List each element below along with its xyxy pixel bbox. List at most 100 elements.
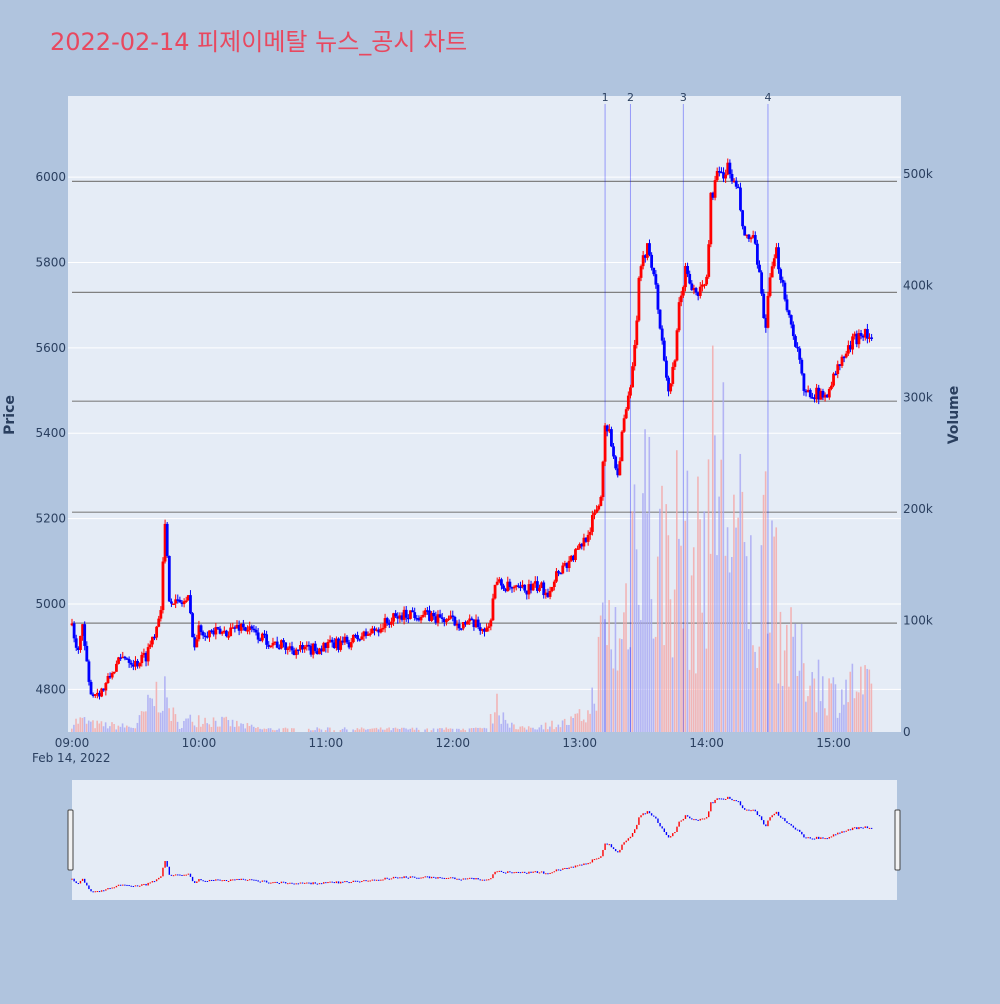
range-slider-candle: [276, 881, 278, 884]
range-slider-candle: [784, 818, 786, 822]
candle-body: [129, 662, 133, 665]
volume-bar: [181, 727, 183, 732]
candle-body: [294, 649, 298, 656]
candle-body: [140, 654, 144, 664]
candle-body: [165, 523, 169, 556]
range-slider-candle: [280, 881, 283, 884]
candle-body: [595, 509, 599, 513]
range-slider-right-handle[interactable]: [894, 809, 901, 871]
volume-bar: [682, 628, 684, 732]
range-slider-candle: [261, 880, 264, 882]
candle-body: [819, 390, 823, 400]
range-slider-candle: [471, 877, 473, 879]
volume-bar: [728, 572, 731, 732]
volume-bar: [373, 728, 376, 732]
volume-bar: [126, 725, 128, 732]
range-slider-candle: [303, 882, 306, 884]
volume-bar: [786, 624, 788, 732]
candle-body: [72, 623, 76, 639]
volume-bar: [73, 724, 75, 732]
candle-body: [732, 180, 736, 183]
range-slider[interactable]: [72, 780, 897, 900]
volume-bar: [743, 542, 746, 732]
range-slider-candle: [223, 880, 226, 882]
range-slider-candle: [428, 876, 431, 879]
range-slider-candle: [858, 827, 860, 830]
candle-body: [578, 543, 582, 549]
volume-bar: [783, 650, 786, 732]
candle-body: [722, 172, 725, 179]
range-slider-candle: [743, 808, 746, 810]
range-slider-candle: [682, 818, 685, 821]
range-slider-candle: [132, 886, 135, 888]
volume-bar: [121, 723, 124, 732]
y2-tick-label: 100k: [903, 613, 933, 627]
volume-bar: [648, 436, 651, 732]
volume-bar: [500, 723, 503, 732]
range-slider-candle: [437, 877, 439, 879]
candle-body: [292, 650, 296, 656]
range-slider-candle: [109, 888, 111, 890]
volume-bar: [257, 727, 259, 732]
range-slider-candle: [462, 878, 465, 880]
volume-bar: [445, 727, 448, 732]
candle-body: [271, 642, 275, 646]
candle-body: [641, 255, 645, 267]
candle-body: [527, 584, 531, 595]
range-slider-candle: [424, 876, 426, 878]
candle-body: [853, 333, 857, 337]
range-slider-candle: [733, 800, 735, 802]
range-slider-candle: [244, 879, 247, 881]
x-tick-label: 10:00: [182, 736, 217, 750]
range-slider-candle: [638, 817, 640, 825]
range-slider-candle: [153, 881, 156, 883]
volume-bar: [705, 648, 708, 732]
candle-body: [79, 635, 82, 650]
volume-bar: [597, 636, 600, 732]
range-slider-candle: [633, 829, 636, 834]
range-slider-candle: [420, 877, 422, 879]
candle-body: [148, 644, 152, 648]
candle-body: [690, 283, 694, 291]
volume-bar: [214, 720, 217, 732]
volume-bar: [149, 697, 151, 732]
range-slider-candle: [568, 867, 570, 869]
range-slider-candle: [213, 879, 215, 881]
candle-body: [121, 656, 125, 659]
range-slider-candle: [179, 874, 181, 876]
range-slider-candle: [204, 880, 206, 882]
range-slider-candle: [625, 840, 627, 843]
volume-bar: [563, 718, 566, 732]
range-slider-candle: [760, 816, 763, 821]
range-slider-candle: [445, 878, 448, 880]
range-slider-candle: [862, 827, 864, 829]
range-slider-candle: [308, 882, 310, 884]
candle-body: [229, 627, 233, 637]
candle-body: [290, 646, 294, 651]
y-tick-label: 5800: [35, 255, 66, 269]
candle-body: [548, 591, 552, 597]
candle-body: [362, 631, 366, 637]
range-slider-left-handle[interactable]: [67, 809, 74, 871]
range-slider-candle: [587, 862, 589, 865]
volume-bar: [485, 728, 488, 732]
volume-bar: [71, 728, 73, 732]
volume-bar: [109, 726, 111, 732]
candle-body: [354, 634, 357, 637]
range-slider-candle: [788, 823, 790, 825]
volume-bar: [739, 453, 742, 732]
candle-body: [775, 247, 778, 259]
range-slider-candle: [790, 823, 792, 826]
range-slider-candle: [447, 877, 450, 879]
range-slider-candle: [796, 829, 799, 831]
candle-body: [758, 264, 761, 273]
chart-title: 2022-02-14 피제이메탈 뉴스_공시 차트: [50, 28, 467, 56]
range-slider-candle: [257, 880, 259, 882]
range-slider-candle: [399, 877, 401, 879]
candle-body: [349, 642, 353, 648]
range-slider-candle: [511, 872, 513, 874]
range-slider-candle: [555, 869, 558, 872]
candle-body: [442, 618, 446, 623]
volume-bar: [102, 726, 105, 732]
candle-body: [500, 579, 503, 586]
